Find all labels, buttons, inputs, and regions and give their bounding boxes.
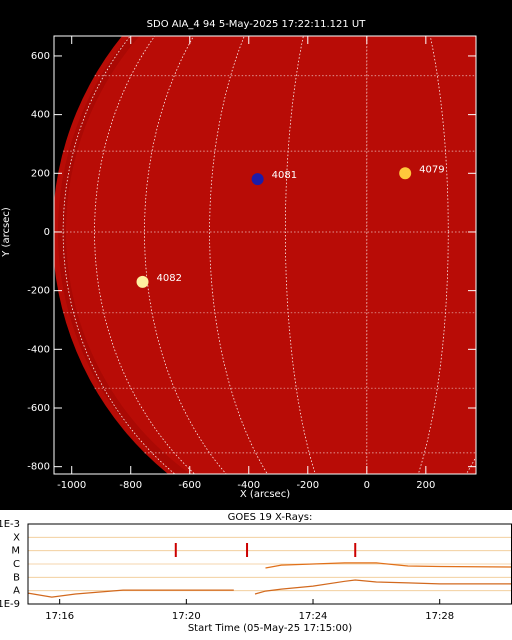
solar-image-panel: SDO AIA_4 94 5-May-2025 17:22:11.121 UT … xyxy=(1,19,477,500)
x-tick-label: 17:24 xyxy=(299,611,328,622)
region-spot xyxy=(399,167,412,180)
y-tick-label: -600 xyxy=(27,403,50,414)
goes-title: GOES 19 X-Rays: xyxy=(228,512,313,523)
y-tick-label: 1E-3 xyxy=(0,519,20,530)
x-tick-label: -800 xyxy=(119,480,142,491)
y-tick-label: -200 xyxy=(27,286,50,297)
x-tick-label: -200 xyxy=(296,480,319,491)
y-tick-label: X xyxy=(13,532,20,543)
x-tick-label: -400 xyxy=(237,480,260,491)
y-tick-label: -800 xyxy=(27,462,50,473)
axes-frame xyxy=(53,35,477,475)
x-tick-label: -600 xyxy=(178,480,201,491)
region-label: 4082 xyxy=(157,273,182,284)
x-tick-label: 0 xyxy=(364,480,370,491)
y-tick-label: 0 xyxy=(44,227,50,238)
flux-line xyxy=(265,562,512,569)
region-spot xyxy=(251,173,264,186)
goes-panel: GOES 19 X-Rays: Start Time (05-May-25 17… xyxy=(0,512,512,634)
y-tick-label: 1E-9 xyxy=(0,599,20,610)
y-tick-label: 600 xyxy=(31,51,50,62)
x-tick-label: 200 xyxy=(416,480,435,491)
y-axis-label: Y (arcsec) xyxy=(1,207,12,258)
y-tick-label: B xyxy=(13,572,20,583)
y-tick-label: A xyxy=(13,586,20,597)
region-spot xyxy=(136,275,149,288)
y-tick-label: -400 xyxy=(27,344,50,355)
region-label: 4079 xyxy=(419,164,444,175)
goes-x-label: Start Time (05-May-25 17:15:00) xyxy=(188,623,352,634)
y-tick-label: C xyxy=(13,559,20,570)
x-tick-label: -1000 xyxy=(57,480,86,491)
y-tick-label: 400 xyxy=(31,110,50,121)
x-tick-label: 17:20 xyxy=(172,611,201,622)
y-tick-label: 200 xyxy=(31,168,50,179)
region-label: 4081 xyxy=(272,170,297,181)
flux-line xyxy=(27,579,512,598)
x-axis-label: X (arcsec) xyxy=(240,489,290,500)
solar-disk xyxy=(54,36,476,474)
y-tick-label: M xyxy=(11,546,20,557)
x-tick-label: 17:28 xyxy=(425,611,454,622)
image-title: SDO AIA_4 94 5-May-2025 17:22:11.121 UT xyxy=(147,19,367,30)
x-tick-label: 17:16 xyxy=(45,611,74,622)
